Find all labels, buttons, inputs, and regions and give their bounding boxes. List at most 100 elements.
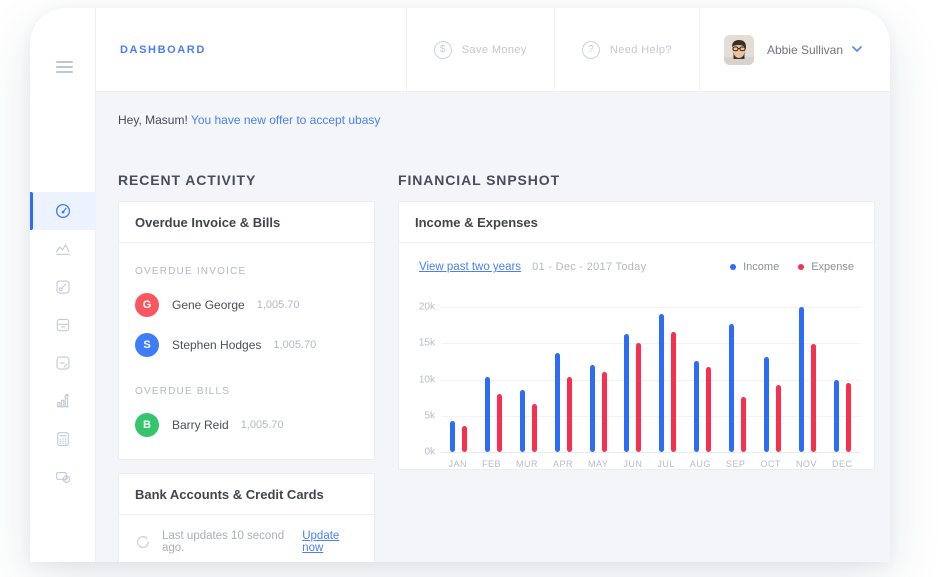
bar-income-dec [833,380,839,452]
list-item-stephen-hodges[interactable]: S Stephen Hodges 1,005.70 [135,333,358,357]
wallet-icon [56,318,69,332]
financial-snapshot-column: FINANCIAL SNPSHOT Income & Expenses View… [398,172,875,470]
initial-avatar: G [135,293,159,317]
hamburger-menu-icon[interactable] [56,61,95,73]
sidebar-item-wallet[interactable] [30,306,95,344]
sidebar-item-dashboard[interactable] [30,192,95,230]
y-tick-label: 10k [418,374,435,385]
need-help-label: Need Help? [609,43,672,56]
y-axis-labels: 20k 15k 10k 5k 0k [415,302,435,458]
bar-expense-aug [706,367,712,452]
area-chart-icon [55,244,70,255]
sidebar-item-calculator[interactable] [30,420,95,458]
refresh-icon[interactable] [135,534,151,550]
update-now-link[interactable]: Update now [302,530,340,554]
month-label-dec: DEC [831,459,853,469]
sidebar-item-cards[interactable] [30,458,95,496]
list-item-gene-george[interactable]: G Gene George 1,005.70 [135,293,358,317]
avatar [723,34,754,65]
bar-expense-dec [845,383,851,452]
save-money-button[interactable]: $ Save Money [405,8,554,91]
bank-accounts-card: Bank Accounts & Credit Cards Last update… [118,473,375,562]
bar-expense-nov [811,344,817,452]
financial-snapshot-title: FINANCIAL SNPSHOT [398,172,561,188]
bar-expense-oct [776,385,782,452]
recent-activity-title: RECENT ACTIVITY [118,172,257,188]
sidebar-item-growth[interactable] [30,382,95,420]
bar-income-feb [484,377,490,452]
month-label-jul: JUL [657,459,675,469]
person-amount: 1,005.70 [256,299,300,311]
bar-income-may [589,365,595,452]
sidebar-item-notes[interactable] [30,344,95,382]
bar-expense-feb [496,394,502,452]
bar-group-nov [799,307,817,452]
initial-avatar: S [135,333,159,357]
y-tick-label: 5k [424,410,435,422]
save-money-label: Save Money [461,43,527,56]
bar-expense-jul [671,332,677,452]
bar-group-jun [624,307,642,452]
recent-activity-column: RECENT ACTIVITY Overdue Invoice & Bills … [118,172,375,562]
overdue-invoice-label: OVERDUE INVOICE [135,266,247,277]
user-name: Abbie Sullivan [766,42,843,57]
sidebar-item-reports[interactable] [30,230,95,268]
bar-group-jul [659,307,677,452]
gauge-icon [55,203,70,219]
x-axis-labels: JAN FEB MUR APR MAY JUN JUL AUG SEP OCT NOV DEC [441,459,860,469]
month-label-oct: OCT [760,459,781,469]
view-past-two-years-link[interactable]: View past two years [419,261,522,273]
dollar-icon: $ [433,40,452,59]
bar-income-jun [624,334,630,452]
sidebar-nav [30,192,95,496]
offer-link[interactable]: You have new offer to accept ubasy [190,113,381,127]
bar-group-oct [764,307,782,452]
box-target-icon [55,280,70,294]
income-dot-icon [730,264,737,270]
initial-avatar: B [135,413,159,437]
bar-expense-jun [636,343,642,452]
month-label-jan: JAN [448,459,468,469]
bar-income-apr [554,353,560,452]
person-name: Stephen Hodges [172,338,262,352]
bar-expense-mur [531,404,537,452]
plot-area [441,307,860,453]
person-name: Barry Reid [172,418,229,432]
list-item-barry-reid[interactable]: B Barry Reid 1,005.70 [135,413,358,437]
month-label-aug: AUG [689,459,711,469]
bar-income-jul [659,314,665,452]
person-amount: 1,005.70 [240,419,284,431]
user-menu[interactable]: Abbie Sullivan [698,8,890,91]
bar-income-mur [519,390,525,452]
bar-group-sep [729,307,747,452]
need-help-button[interactable]: ? Need Help? [553,8,699,91]
bar-group-dec [833,307,851,452]
dashboard-window: DASHBOARD $ Save Money ? Need Help? [30,8,890,562]
bar-income-aug [694,361,700,452]
bar-group-jan [449,307,467,452]
month-label-may: MAY [588,459,609,469]
person-name: Gene George [172,298,245,312]
bar-group-may [589,307,607,452]
bank-card-title: Bank Accounts & Credit Cards [119,474,374,515]
month-label-sep: SEP [725,459,746,469]
question-icon: ? [581,40,600,59]
bar-expense-apr [566,377,572,452]
chevron-down-icon [852,46,862,52]
bar-income-nov [799,307,805,452]
expense-dot-icon [798,264,805,270]
y-tick-label: 0k [424,446,435,458]
bar-expense-may [601,372,607,452]
growth-icon [56,394,69,408]
overdue-bills-label: OVERDUE BILLS [135,386,231,397]
sidebar-item-targets[interactable] [30,268,95,306]
page-title[interactable]: DASHBOARD [120,43,206,56]
bank-status-text: Last updates 10 second ago. [162,530,285,554]
overdue-card: Overdue Invoice & Bills OVERDUE INVOICE … [118,201,375,460]
bar-group-feb [484,307,502,452]
y-tick-label: 20k [418,301,435,313]
bar-income-sep [729,324,735,452]
bar-income-jan [449,421,455,452]
note-icon [55,356,70,370]
month-label-jun: JUN [623,459,643,469]
